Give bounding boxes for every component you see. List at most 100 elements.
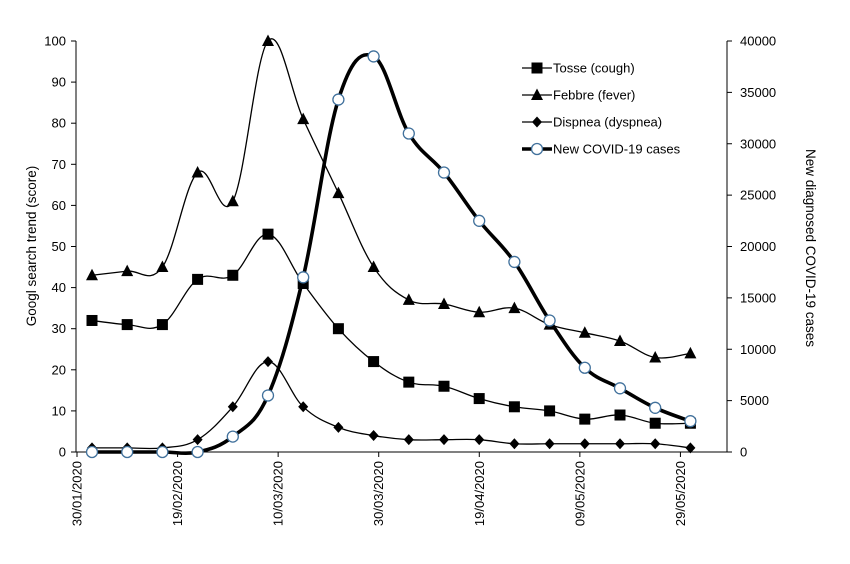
data-point <box>508 255 521 269</box>
data-point <box>332 93 345 106</box>
data-point <box>614 334 626 347</box>
data-point <box>613 382 627 395</box>
x-tick-label: 30/01/2020 <box>70 461 85 526</box>
data-point <box>121 319 133 331</box>
data-point <box>226 194 239 207</box>
data-point <box>156 319 168 331</box>
y2-tick-label: 10000 <box>740 342 776 357</box>
data-point <box>262 228 274 240</box>
data-point <box>544 438 555 450</box>
data-point <box>650 438 661 450</box>
data-point <box>473 214 486 227</box>
y-tick-label: 10 <box>52 403 66 418</box>
data-point <box>685 442 696 454</box>
y-tick-label: 0 <box>59 445 66 460</box>
y-tick-label: 100 <box>44 34 66 49</box>
series-4 <box>85 50 697 459</box>
data-point <box>333 421 344 433</box>
data-point <box>578 361 591 374</box>
data-point <box>226 430 239 443</box>
y2-tick-label: 30000 <box>740 136 776 151</box>
y-tick-label: 20 <box>52 362 66 377</box>
data-point <box>543 314 556 327</box>
y-axis-title: Googl search trend (score) <box>24 166 39 327</box>
y-tick-label: 80 <box>52 116 66 131</box>
legend-marker <box>530 142 544 156</box>
data-point <box>298 401 309 413</box>
data-point <box>474 434 485 446</box>
data-point <box>649 350 662 363</box>
data-point <box>579 438 590 450</box>
data-point <box>192 273 204 285</box>
data-point <box>438 380 450 392</box>
legend: Tosse (cough) Febbre (fever) Dispnea (dysp… <box>522 61 681 157</box>
data-point <box>227 269 239 281</box>
series-1 <box>86 228 696 429</box>
y2-tick-label: 20000 <box>740 239 776 254</box>
data-point <box>156 260 169 273</box>
data-point <box>615 438 625 450</box>
data-point <box>86 314 98 326</box>
data-point <box>297 112 310 125</box>
data-point <box>121 264 134 277</box>
data-point <box>578 326 591 338</box>
data-point <box>437 166 451 179</box>
x-tick-label: 19/04/2020 <box>472 461 487 526</box>
data-point <box>473 393 485 405</box>
series-2 <box>86 34 697 363</box>
data-point <box>367 50 380 63</box>
x-tick-label: 29/05/2020 <box>673 461 688 526</box>
y2-tick-label: 15000 <box>740 290 776 305</box>
legend-marker <box>531 62 543 74</box>
data-point <box>367 260 380 273</box>
data-point <box>684 415 697 428</box>
data-point <box>262 34 274 46</box>
data-point <box>332 323 344 335</box>
legend-label: Dispnea (dyspnea) <box>553 115 662 130</box>
x-tick-label: 09/05/2020 <box>572 461 587 526</box>
series-line <box>92 360 691 450</box>
x-tick-label: 19/02/2020 <box>170 461 185 526</box>
y2-tick-label: 40000 <box>740 34 776 49</box>
x-tick-labels: 30/01/2020 19/02/2020 10/03/2020 30/03/2020… <box>70 461 688 526</box>
data-point <box>191 445 204 459</box>
data-point <box>227 401 238 413</box>
legend-marker <box>531 88 543 100</box>
y2-tick-label: 5000 <box>740 393 769 408</box>
series-group <box>85 34 697 459</box>
data-point <box>684 346 697 359</box>
data-point <box>261 389 275 402</box>
data-point <box>614 409 626 421</box>
y2-axis-title: New diagnosed COVID-19 cases <box>803 149 818 347</box>
data-point <box>509 438 520 450</box>
legend-label: Febbre (fever) <box>553 88 635 103</box>
y-tick-label: 70 <box>52 157 66 172</box>
data-point <box>332 186 345 199</box>
legend-marker <box>532 116 542 128</box>
data-point <box>438 297 450 310</box>
series-3 <box>87 356 696 454</box>
data-point <box>85 445 99 459</box>
data-point <box>508 301 521 314</box>
series-line <box>91 233 691 425</box>
data-point <box>121 445 134 459</box>
y-tick-label: 30 <box>52 321 66 336</box>
y-tick-labels: 0 10 20 30 40 50 60 70 80 90 100 <box>44 34 66 460</box>
data-point <box>191 166 204 178</box>
data-point <box>86 268 98 281</box>
data-point <box>439 434 449 446</box>
x-tick-label: 10/03/2020 <box>271 461 286 526</box>
data-point <box>263 356 273 368</box>
data-point <box>508 401 520 413</box>
y-tick-label: 90 <box>52 75 66 90</box>
data-point <box>544 405 556 417</box>
x-tick-label: 30/03/2020 <box>371 461 386 526</box>
data-point <box>368 356 380 368</box>
data-point <box>192 434 203 446</box>
data-point <box>473 305 486 318</box>
data-point <box>579 413 591 425</box>
data-point <box>156 445 169 459</box>
data-point <box>402 293 415 305</box>
y-tick-label: 50 <box>52 239 66 254</box>
